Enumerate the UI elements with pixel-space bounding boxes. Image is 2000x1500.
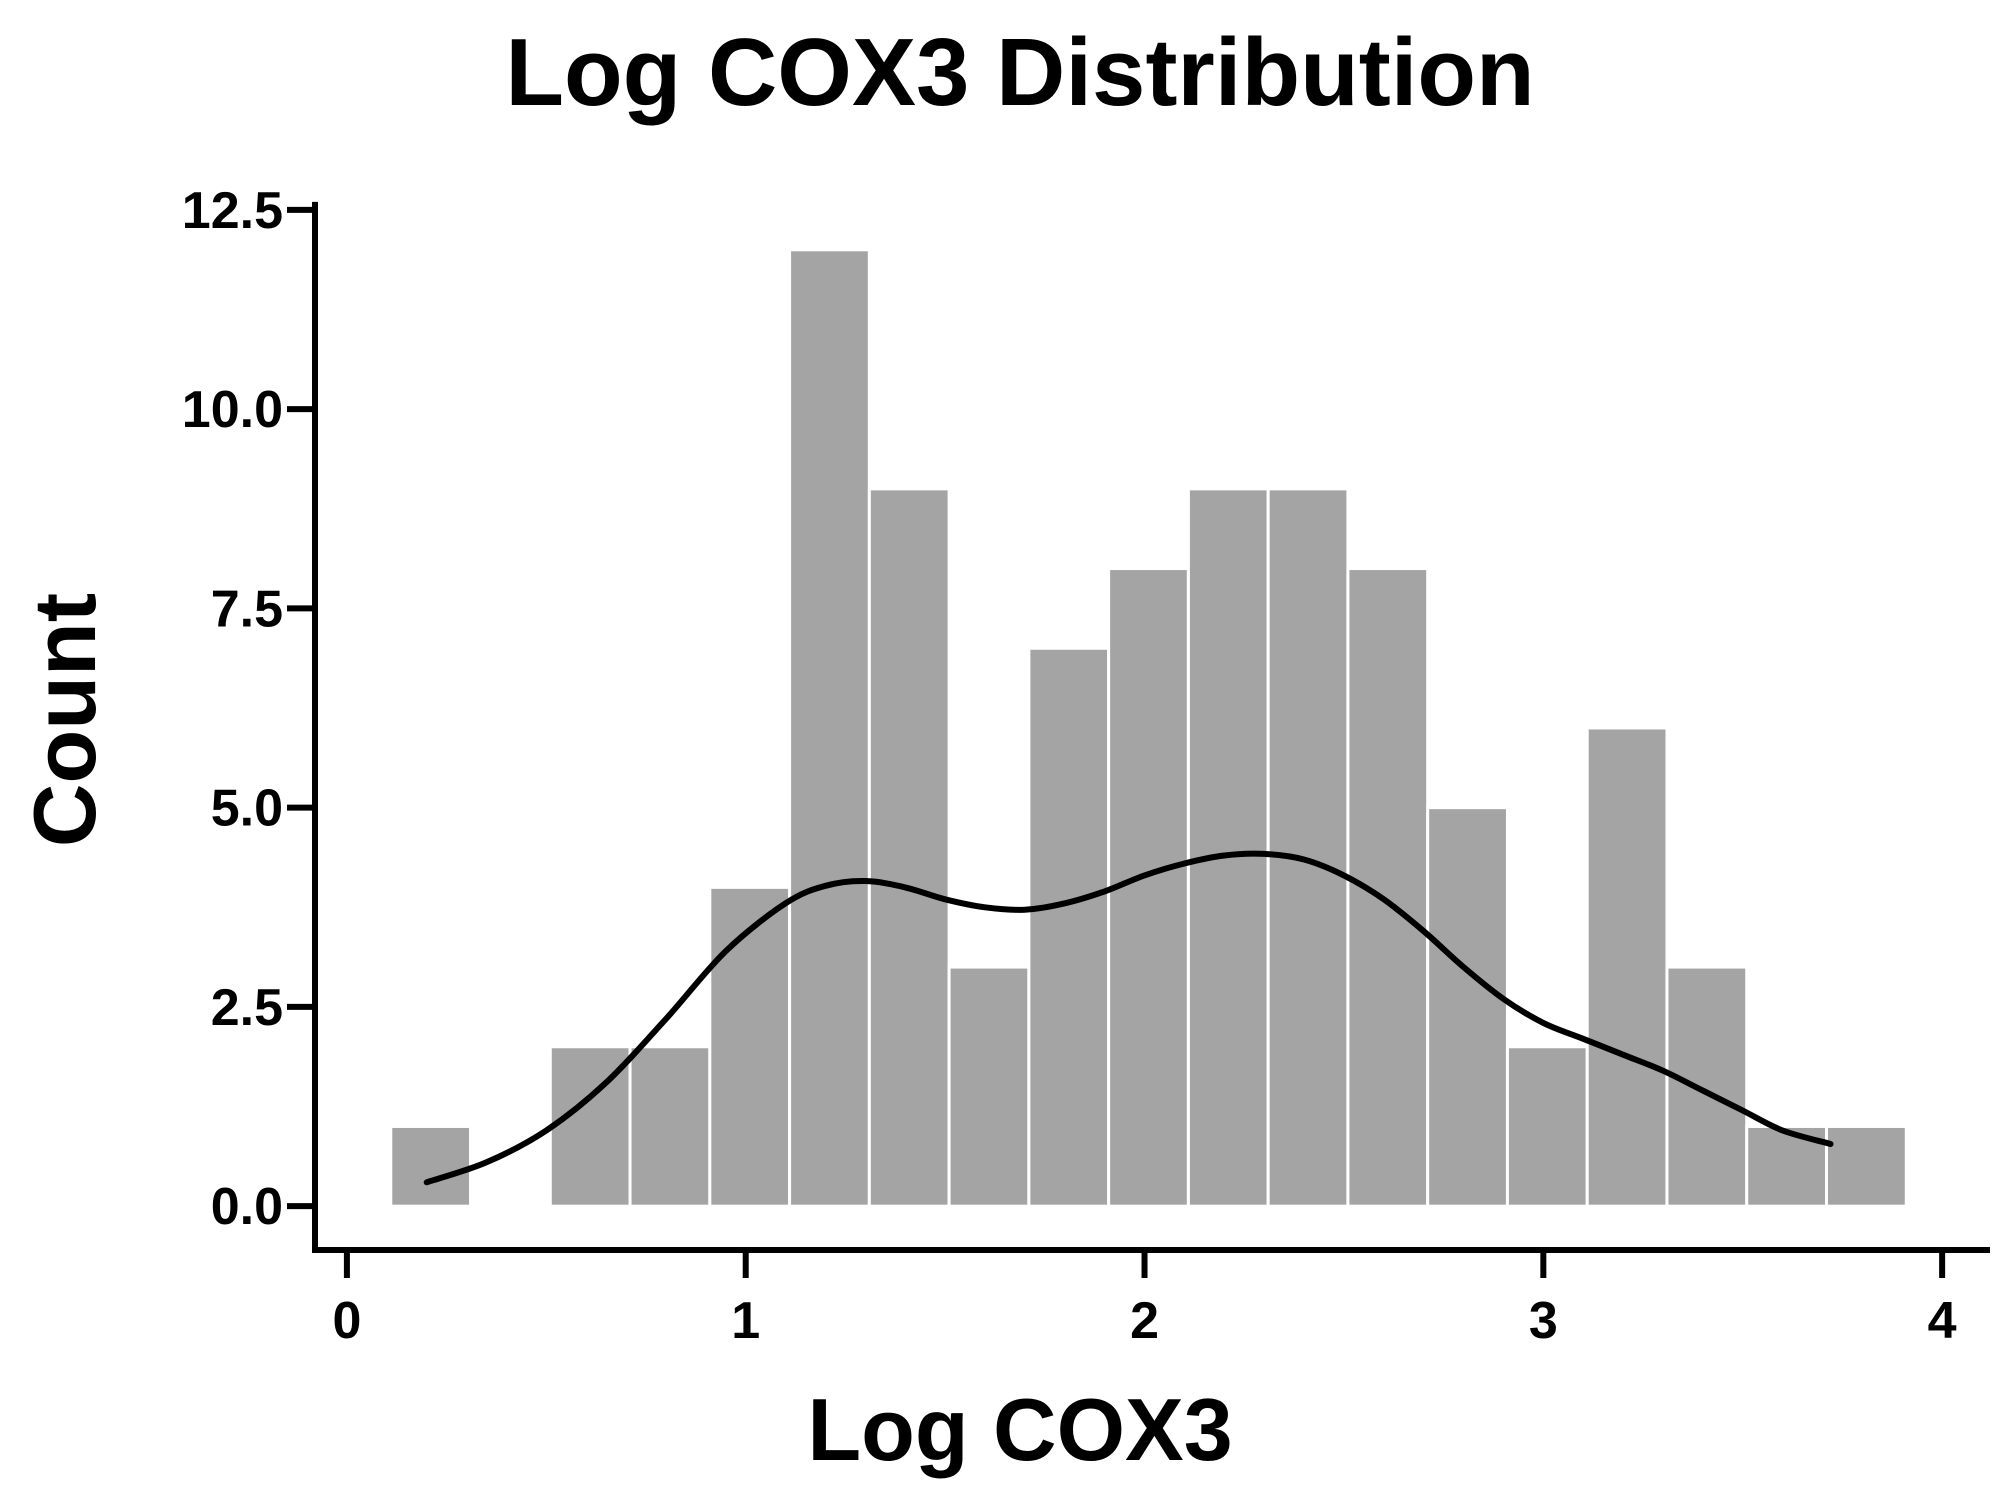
x-ticks-group: 0 1 2 3 4 [332,1250,1957,1350]
x-tick-label: 0 [332,1292,361,1350]
y-axis-label: Count [15,593,114,847]
kde-curve [423,850,1834,1186]
chart-title: Log COX3 Distribution [505,19,1534,126]
y-tick-label: 0.0 [211,1178,283,1236]
y-tick-label: 12.5 [182,182,283,240]
x-tick-label: 4 [1928,1292,1957,1350]
bars-group [389,248,1908,1208]
histogram-bar [1186,487,1270,1208]
histogram-bar [708,885,792,1208]
histogram-bar [788,248,871,1208]
histogram-bar [1027,646,1111,1208]
x-axis-label: Log COX3 [807,1380,1232,1479]
histogram-bar [1585,726,1669,1208]
histogram-bar [628,1045,712,1208]
x-tick-label: 2 [1130,1292,1159,1350]
y-ticks-group: 0.0 2.5 5.0 7.5 10.0 12.5 [182,182,315,1236]
histogram-bar [947,965,1031,1208]
histogram-bar [1665,965,1749,1208]
histogram-bar [1824,1124,1908,1208]
y-tick-label: 5.0 [211,780,283,838]
histogram-bar [867,487,951,1208]
x-tick-label: 1 [731,1292,760,1350]
y-tick-label: 2.5 [211,979,283,1037]
histogram-bar [1426,806,1509,1208]
y-tick-label: 10.0 [182,381,283,439]
histogram-bar [1505,1045,1589,1208]
y-tick-label: 7.5 [211,580,283,638]
histogram-bar [1266,487,1350,1208]
histogram-bar [389,1124,473,1208]
x-tick-label: 3 [1529,1292,1558,1350]
